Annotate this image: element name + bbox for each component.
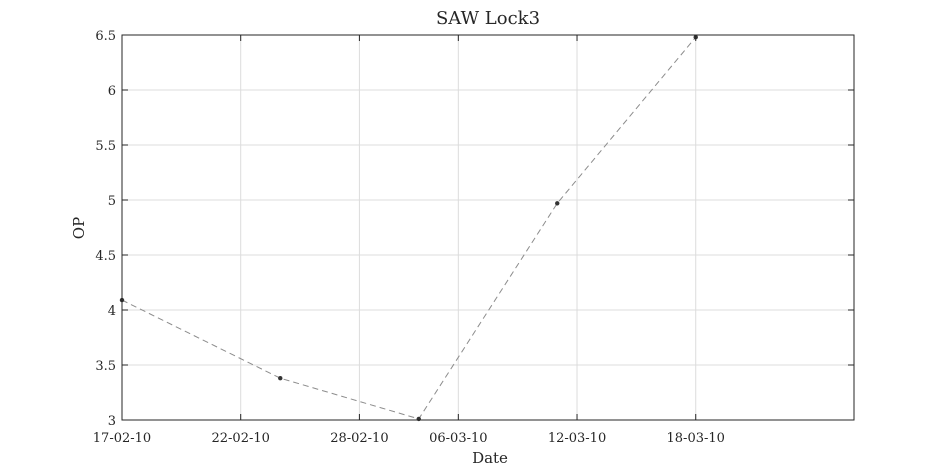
- data-point: [278, 376, 283, 381]
- plot-frame: [121, 34, 855, 421]
- y-tick-label: 5.5: [95, 139, 116, 154]
- x-axis-label: Date: [472, 449, 508, 467]
- y-axis-label: OP: [70, 217, 88, 239]
- series-layer: [119, 35, 698, 422]
- x-tick-label: 12-03-10: [548, 431, 606, 446]
- x-tick-label: 28-02-10: [330, 431, 388, 446]
- ticks: 17-02-10 22-02-10 28-02-10 06-03-10 12-03-10…: [93, 29, 854, 446]
- chart-title: SAW Lock3: [436, 8, 540, 29]
- x-tick-label: 18-03-10: [667, 431, 725, 446]
- y-tick-label: 4.5: [95, 249, 116, 264]
- x-tick-label: 06-03-10: [429, 431, 487, 446]
- x-tick-label: 17-02-10: [93, 431, 151, 446]
- data-point: [555, 201, 560, 206]
- y-tick-label: 4: [108, 304, 116, 319]
- y-tick-label: 3: [108, 414, 116, 429]
- y-tick-label: 6: [108, 84, 116, 99]
- y-tick-label: 5: [108, 194, 116, 209]
- y-tick-label: 3.5: [95, 359, 116, 374]
- x-tick-label: 22-02-10: [211, 431, 269, 446]
- grid: [121, 34, 854, 421]
- series-line: [121, 36, 697, 420]
- y-tick-label: 6.5: [95, 29, 116, 44]
